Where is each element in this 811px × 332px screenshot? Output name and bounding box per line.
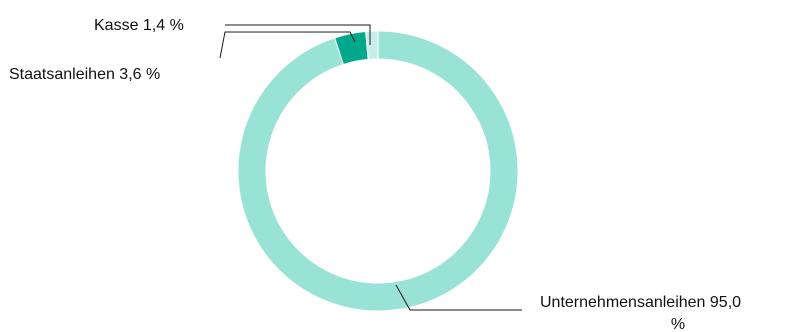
label-unternehmensanleihen-line1: Unternehmensanleihen 95,0: [540, 294, 741, 311]
leader-lines: [219, 24, 522, 311]
leader-kasse: [225, 24, 371, 45]
slice-unternehmensanleihen: [237, 30, 519, 312]
leader-unternehmensanleihen: [395, 284, 522, 311]
donut-slices: [237, 30, 519, 312]
label-unternehmensanleihen-line2: %: [671, 316, 685, 332]
label-kasse: Kasse 1,4 %: [94, 17, 184, 34]
slice-kasse: [365, 30, 379, 60]
slice-labels: Unternehmensanleihen 95,0 % Staatsanleih…: [9, 17, 741, 332]
label-staatsanleihen: Staatsanleihen 3,6 %: [9, 66, 160, 83]
leader-staatsanleihen: [219, 31, 356, 59]
